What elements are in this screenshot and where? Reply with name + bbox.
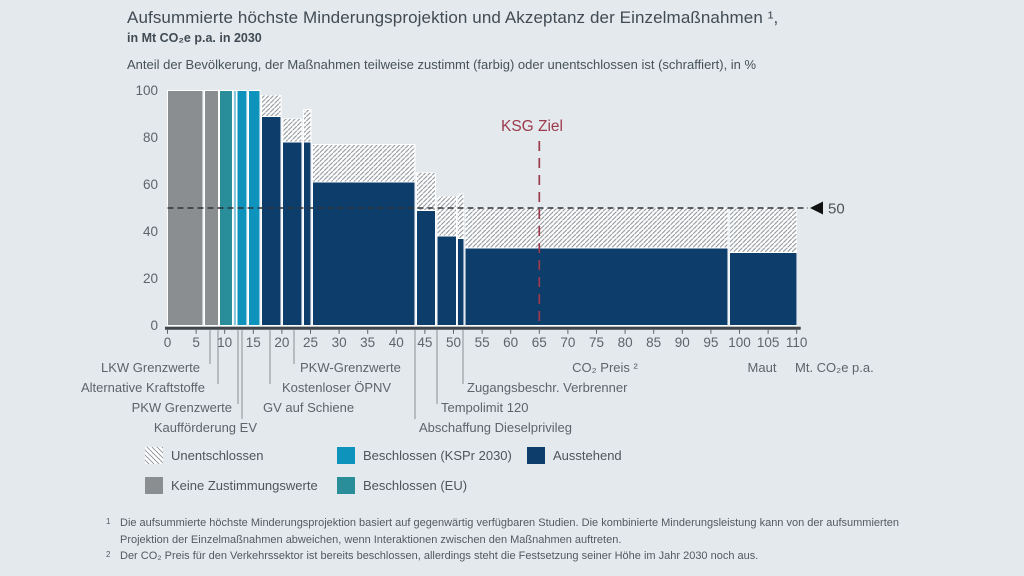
measure-label: Kaufförderung EV [154,420,257,435]
bar-segment [261,115,282,326]
legend-item: Unentschlossen [145,447,337,464]
measure-label: CO₂ Preis ² [572,360,638,375]
y-tick-label: 100 [135,83,158,98]
bar-undecided-segment [457,193,465,239]
ksg-label: KSG Ziel [501,118,563,135]
footnote-1: 1 Die aufsummierte höchste Minderungspro… [106,515,924,548]
measure-label: Zugangsbeschr. Verbrenner [467,380,628,395]
legend-item: Ausstehend [527,447,622,464]
footnotes: 1 Die aufsummierte höchste Minderungspro… [106,515,924,565]
y-tick-label: 80 [143,130,158,145]
y-tick-label: 0 [150,318,158,333]
bar-segment [729,252,798,326]
legend-label: Ausstehend [553,448,622,463]
footnote-1-marker: 1 [106,517,111,526]
bar-segment [233,90,237,326]
legend-item: Keine Zustimmungswerte [145,477,337,494]
chart-subtitle: Anteil der Bevölkerung, der Maßnahmen te… [127,57,757,72]
footnote-2-marker: 2 [106,550,111,559]
kspr-swatch-icon [337,447,355,464]
measure-label: PKW Grenzwerte [132,400,232,415]
legend-item: Beschlossen (KSPr 2030) [337,447,527,464]
legend-label: Beschlossen (KSPr 2030) [363,448,512,463]
x-tick-label: 65 [532,335,547,350]
bar-segment [302,141,312,326]
x-tick-label: 55 [475,335,490,350]
bar-undecided-segment [261,94,282,117]
legend: Unentschlossen Beschlossen (KSPr 2030) Aus… [145,447,622,494]
footnote-2: 2 Der CO₂ Preis für den Verkehrssektor i… [106,548,924,565]
x-tick-label: 5 [192,335,200,350]
footnote-1-text: Die aufsummierte höchste Minderungsproje… [120,517,899,546]
x-tick-label: 25 [303,335,318,350]
measure-label: PKW-Grenzwerte [300,360,401,375]
bar-undecided-segment [415,172,436,211]
fifty-marker-label: 50 [828,201,845,218]
page-title: Aufsummierte höchste Minderungsprojektio… [127,8,779,27]
measure-label: Tempolimit 120 [441,400,528,415]
bar-segment [464,247,729,326]
x-tick-label: 50 [446,335,461,350]
bar-undecided-segment [282,118,303,143]
x-tick-label: 45 [417,335,432,350]
measure-label: GV auf Schiene [263,400,354,415]
title-unit-line: in Mt CO₂e p.a. in 2030 [127,31,262,45]
measure-label: Abschaffung Dieselprivileg [419,420,572,435]
eu-swatch-icon [337,477,355,494]
x-tick-label: 90 [675,335,690,350]
bar-undecided-segment [436,195,457,237]
x-tick-label: 95 [703,335,718,350]
measure-label: Alternative Kraftstoffe [81,380,205,395]
x-tick-label: 35 [360,335,375,350]
y-tick-label: 60 [143,177,158,192]
x-tick-label: 20 [274,335,289,350]
bar-segment [282,141,303,326]
legend-item: Beschlossen (EU) [337,477,527,494]
x-tick-label: 105 [757,335,780,350]
fifty-marker-arrow [810,201,823,215]
x-tick-label: 10 [217,335,232,350]
measure-label: Kostenloser ÖPNV [282,380,391,395]
bar-segment [312,181,416,326]
x-tick-label: 0 [164,335,172,350]
x-ticks: 0 5 10 15 20 25 30 35 40 45 50 55 60 65 70 75 80 85 90 95 10… [164,329,808,350]
bar-undecided-segment [729,207,798,254]
x-tick-label: 85 [646,335,661,350]
bar-segment [457,238,465,326]
x-tick-label: 80 [618,335,633,350]
chart-header: Aufsummierte höchste Minderungsprojektio… [127,8,987,45]
pending-swatch-icon [527,447,545,464]
y-tick-label: 20 [143,271,158,286]
bar-undecided-segment [302,108,312,143]
hatch-swatch-icon [145,447,163,464]
gray-swatch-icon [145,477,163,494]
x-tick-label: 110 [786,335,808,350]
bar-undecided-segment [312,144,416,183]
x-tick-label: 75 [589,335,604,350]
x-tick-label: 100 [728,335,751,350]
legend-label: Unentschlossen [171,448,264,463]
x-tick-label: 60 [503,335,518,350]
bar-segment [436,235,457,326]
bars-layer [167,90,798,326]
x-tick-label: 15 [246,335,261,350]
measure-label: Maut [748,360,777,375]
y-tick-label: 40 [143,224,158,239]
bar-segment [415,209,436,326]
legend-label: Beschlossen (EU) [363,478,468,493]
footnote-2-text: Der CO₂ Preis für den Verkehrssektor ist… [120,550,759,562]
axis-unit-label: Mt. CO₂e p.a. [795,360,874,375]
x-tick-label: 40 [389,335,404,350]
bar-undecided-segment [464,207,729,249]
legend-label: Keine Zustimmungswerte [171,478,318,493]
measure-label: LKW Grenzwerte [101,360,200,375]
x-tick-label: 70 [560,335,575,350]
x-tick-label: 30 [332,335,347,350]
